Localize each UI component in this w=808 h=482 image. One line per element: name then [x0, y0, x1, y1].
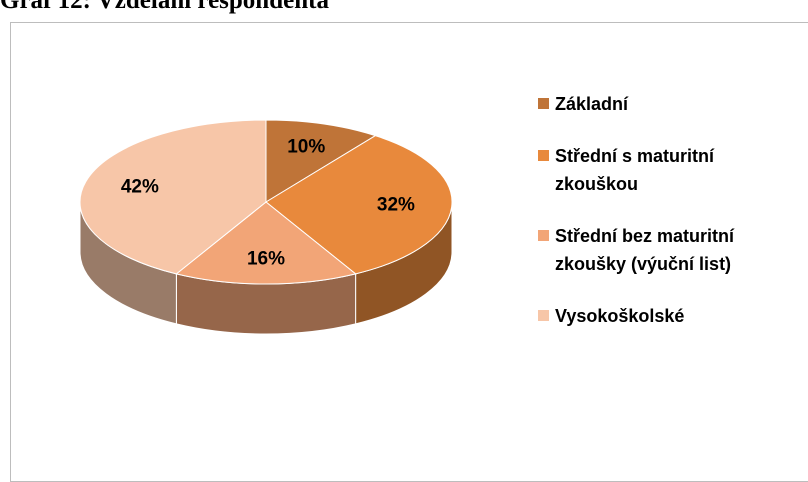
slice — [175, 201, 357, 285]
legend-label: Střední s maturitní zkouškou — [555, 146, 715, 194]
legend-swatch — [538, 230, 549, 241]
data-label: 42% — [121, 177, 159, 198]
legend-label: Střední bez maturitní zkoušky (výuční li… — [555, 226, 735, 274]
data-label: 16% — [247, 248, 285, 269]
slice — [265, 135, 453, 275]
legend-swatch — [538, 98, 549, 109]
data-label: 32% — [377, 195, 415, 216]
legend: Základní Střední s maturitní zkouškou Stře… — [538, 90, 778, 354]
legend-item: Základní — [538, 90, 778, 118]
legend-label: Základní — [555, 94, 629, 114]
legend-swatch — [538, 150, 549, 161]
legend-item: Střední s maturitní zkouškou — [538, 142, 778, 198]
legend-item: Vysokoškolské — [538, 302, 778, 330]
chart: 10% 32% 16% 42% — [79, 119, 453, 335]
chart-title: Graf 12: Vzdělání respondenta — [0, 0, 329, 14]
slice — [265, 119, 377, 203]
legend-item: Střední bez maturitní zkoušky (výuční li… — [538, 222, 778, 278]
legend-label: Vysokoškolské — [555, 306, 685, 326]
data-label: 10% — [287, 136, 325, 157]
slice — [79, 119, 267, 275]
legend-swatch — [538, 310, 549, 321]
